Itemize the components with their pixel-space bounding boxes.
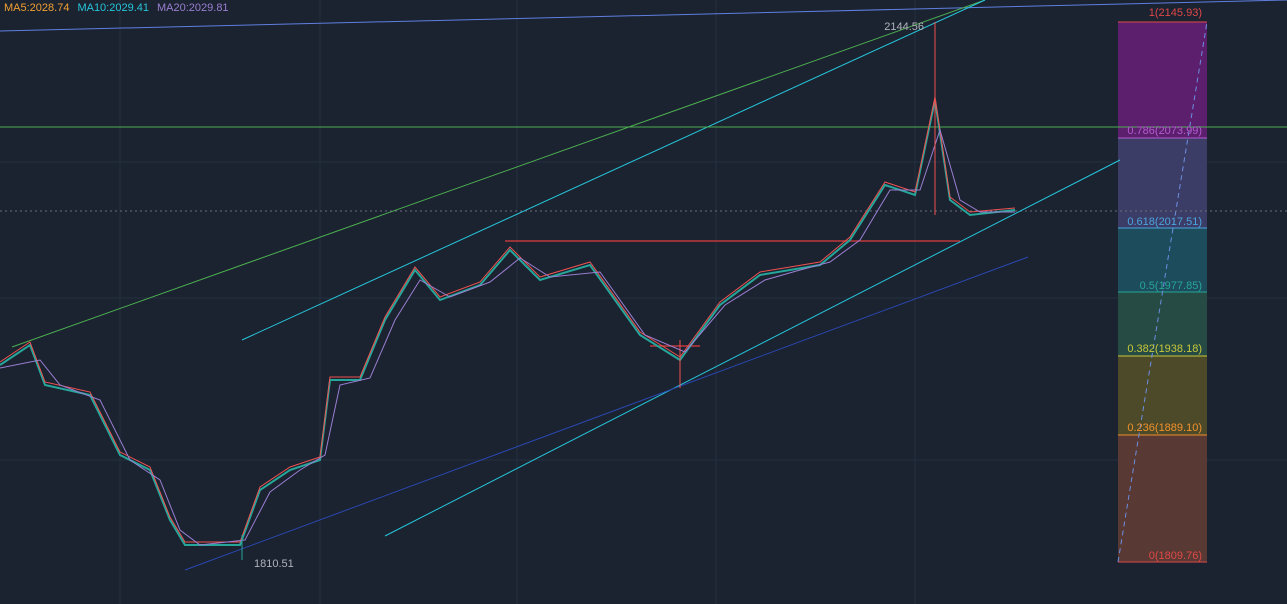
high-label: 2144.56 — [884, 21, 924, 33]
legend-item: MA10:2029.41 — [77, 2, 149, 14]
trend-lines — [0, 0, 1287, 571]
legend: MA5:2028.74 MA10:2029.41 MA20:2029.81 — [4, 2, 229, 14]
fib-level-label: 0.618(2017.51) — [1127, 216, 1202, 228]
fib-level-label: 1(2145.93) — [1149, 7, 1202, 19]
price-series — [0, 22, 1016, 560]
low-label: 1810.51 — [254, 558, 294, 570]
legend-item: MA20:2029.81 — [157, 2, 229, 14]
fib-labels: 1(2145.93) 0.786(2073.99) 0.618(2017.51) 0.… — [1127, 7, 1202, 562]
fib-level-label: 0(1809.76) — [1149, 550, 1202, 562]
fib-level-label: 0.236(1889.10) — [1127, 422, 1202, 434]
fib-level-label: 0.382(1938.18) — [1127, 343, 1202, 355]
fib-level-label: 0.786(2073.99) — [1127, 125, 1202, 137]
fib-bands — [1117, 21, 1208, 563]
fib-level-label: 0.5(1977.85) — [1140, 280, 1202, 292]
legend-item: MA5:2028.74 — [4, 2, 69, 14]
